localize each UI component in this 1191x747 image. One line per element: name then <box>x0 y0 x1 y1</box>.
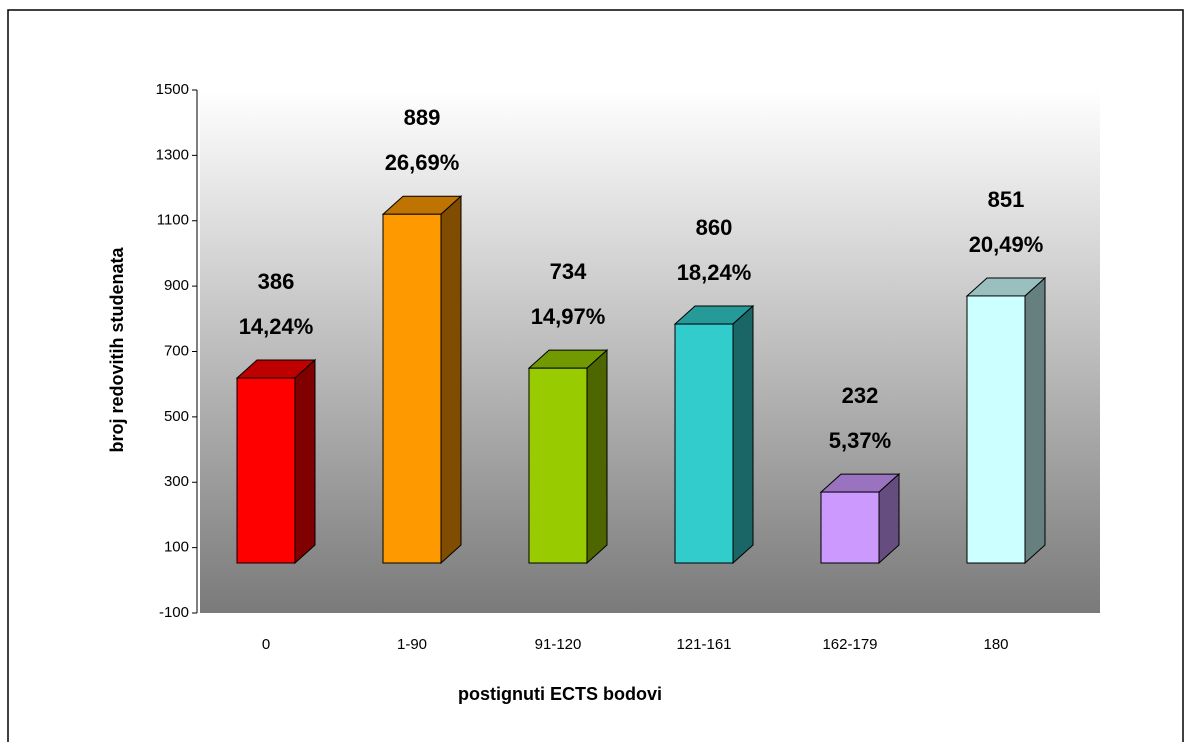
count-label: 889 <box>404 105 441 130</box>
x-axis-label: postignuti ECTS bodovi <box>458 684 662 704</box>
bar-side <box>440 195 462 565</box>
bar <box>965 276 1047 565</box>
bar-side <box>732 304 754 565</box>
count-label: 734 <box>550 259 587 284</box>
bar <box>673 304 755 565</box>
bar-side <box>294 358 316 565</box>
x-tick-label: 1-90 <box>397 636 427 653</box>
bar <box>819 472 901 565</box>
count-label: 386 <box>258 269 295 294</box>
x-tick-label: 91-120 <box>535 636 582 653</box>
x-tick-label: 180 <box>983 636 1008 653</box>
y-axis-label: broj redovitih studenata <box>107 247 127 453</box>
bar-side <box>586 349 608 565</box>
bar <box>527 349 609 565</box>
y-tick-label: 1500 <box>156 81 189 98</box>
count-label: 860 <box>696 215 733 240</box>
x-tick-label: 162-179 <box>822 636 877 653</box>
percent-label: 5,37% <box>829 428 891 453</box>
y-tick-label: 1300 <box>156 146 189 163</box>
y-tick-label: 300 <box>164 473 189 490</box>
y-tick-label: 100 <box>164 539 189 556</box>
x-tick-label: 121-161 <box>676 636 731 653</box>
bar-front <box>674 323 734 564</box>
plot-area <box>200 90 1100 613</box>
y-tick-label: -100 <box>159 604 189 621</box>
bar-front <box>966 295 1026 564</box>
bar <box>381 195 463 565</box>
y-tick-label: 900 <box>164 277 189 294</box>
bar <box>235 358 317 565</box>
x-tick-label: 0 <box>262 636 270 653</box>
percent-label: 14,97% <box>531 304 606 329</box>
y-tick-label: 1100 <box>157 212 189 229</box>
bar-front <box>528 367 588 564</box>
bar-front <box>820 491 880 564</box>
y-tick-label: 500 <box>164 408 189 425</box>
count-label: 232 <box>842 383 879 408</box>
y-tick-label: 700 <box>164 342 189 359</box>
frame <box>7 9 1184 747</box>
bar-front <box>382 213 442 564</box>
bar-side <box>1024 276 1046 565</box>
bar-front <box>236 377 296 564</box>
percent-label: 26,69% <box>385 150 460 175</box>
percent-label: 20,49% <box>969 232 1044 257</box>
percent-label: 18,24% <box>677 260 752 285</box>
percent-label: 14,24% <box>239 314 314 339</box>
count-label: 851 <box>988 187 1025 212</box>
